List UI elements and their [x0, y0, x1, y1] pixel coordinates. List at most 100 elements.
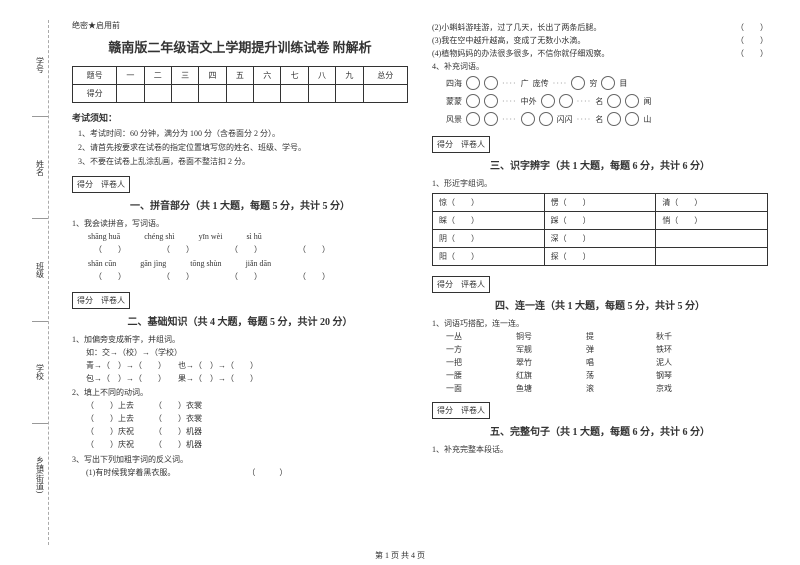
- w[interactable]: 一丛: [446, 331, 486, 342]
- cell[interactable]: 愣（ ）: [544, 194, 656, 212]
- circle-icon[interactable]: [541, 94, 555, 108]
- blank[interactable]: （ ）: [156, 244, 200, 255]
- antonym-line[interactable]: (1)有时候我穿着黑衣服。 （ ）: [86, 467, 408, 480]
- td[interactable]: [117, 85, 144, 103]
- dots-icon: ····: [502, 79, 517, 88]
- blank[interactable]: （ ）: [224, 271, 268, 282]
- circle-icon[interactable]: [559, 94, 573, 108]
- fill-row: 四海 ···· 广庞传 ···· 穷目: [446, 76, 768, 90]
- secret-label: 绝密★启用前: [72, 20, 408, 31]
- w[interactable]: 泥人: [656, 357, 696, 368]
- circle-icon[interactable]: [466, 94, 480, 108]
- circle-icon[interactable]: [601, 76, 615, 90]
- circle-icon[interactable]: [625, 112, 639, 126]
- blank[interactable]: （ ）: [224, 244, 268, 255]
- circle-icon[interactable]: [607, 94, 621, 108]
- judge-text: (3)我在空中越升越高，变成了无数小水滴。: [432, 35, 585, 46]
- verb-line[interactable]: （ ）庆祝 （ ）机器: [86, 426, 408, 439]
- td[interactable]: [281, 85, 308, 103]
- judge-blank[interactable]: （ ）: [736, 48, 768, 59]
- td[interactable]: [254, 85, 281, 103]
- circle-icon[interactable]: [625, 94, 639, 108]
- w[interactable]: 唱: [586, 357, 626, 368]
- cell[interactable]: 探（ ）: [544, 248, 656, 266]
- td[interactable]: [226, 85, 253, 103]
- w[interactable]: 滚: [586, 383, 626, 394]
- w[interactable]: 翠竹: [516, 357, 556, 368]
- fill-word: 庞传: [533, 78, 549, 89]
- td[interactable]: [144, 85, 171, 103]
- left-column: 绝密★启用前 赣南版二年级语文上学期提升训练试卷 附解析 题号 一 二 三 四 …: [60, 20, 420, 479]
- page-footer: 第 1 页 共 4 页: [0, 550, 800, 561]
- w[interactable]: 荡: [586, 370, 626, 381]
- w[interactable]: 军舰: [516, 344, 556, 355]
- verb-line[interactable]: （ ）庆祝 （ ）机器: [86, 439, 408, 452]
- w[interactable]: 鱼塘: [516, 383, 556, 394]
- w[interactable]: 钢琴: [656, 370, 696, 381]
- blank[interactable]: （ ）: [292, 244, 336, 255]
- w[interactable]: 提: [586, 331, 626, 342]
- notice-item: 1、考试时间：60 分钟，满分为 100 分（含卷面分 2 分）。: [78, 128, 408, 139]
- verb-line[interactable]: （ ）上去 （ ）衣裳: [86, 400, 408, 413]
- score-header-row: 题号 一 二 三 四 五 六 七 八 九 总分: [73, 67, 408, 85]
- circle-icon[interactable]: [466, 112, 480, 126]
- td[interactable]: [171, 85, 198, 103]
- circle-icon[interactable]: [484, 94, 498, 108]
- td[interactable]: [199, 85, 226, 103]
- w[interactable]: 一方: [446, 344, 486, 355]
- dots-icon: ····: [577, 97, 592, 106]
- match-row: 一方 军舰 弹 铁环: [446, 344, 768, 355]
- fill-line[interactable]: 包→（ ）→（ ） 果→（ ）→（ ）: [86, 373, 408, 386]
- cell[interactable]: 惊（ ）: [433, 194, 545, 212]
- fill-word: 目: [619, 78, 627, 89]
- w[interactable]: 铜号: [516, 331, 556, 342]
- cell[interactable]: 阳（ ）: [433, 248, 545, 266]
- blank[interactable]: （ ）: [292, 271, 336, 282]
- q4-1: 1、词语巧搭配，连一连。: [432, 318, 768, 329]
- circle-icon[interactable]: [484, 76, 498, 90]
- cell[interactable]: 深（ ）: [544, 230, 656, 248]
- q5-1: 1、补充完整本段话。: [432, 444, 768, 455]
- judge-blank[interactable]: （ ）: [736, 22, 768, 33]
- w[interactable]: 铁环: [656, 344, 696, 355]
- cell[interactable]: 阴（ ）: [433, 230, 545, 248]
- blank[interactable]: （ ）: [156, 271, 200, 282]
- fill-word: 四海: [446, 78, 462, 89]
- td[interactable]: [308, 85, 335, 103]
- fill-word: 中外: [521, 96, 537, 107]
- w[interactable]: 京戏: [656, 383, 696, 394]
- cell[interactable]: 睬（ ）: [433, 212, 545, 230]
- w[interactable]: 弹: [586, 344, 626, 355]
- judge-text: (4)植物妈妈的办法很多很多，不信你就仔细观察。: [432, 48, 609, 59]
- blank[interactable]: （ ）: [88, 244, 132, 255]
- cell[interactable]: [656, 230, 768, 248]
- fill-line[interactable]: 青→（ ）→（ ） 也→（ ）→（ ）: [86, 360, 408, 373]
- circle-icon[interactable]: [466, 76, 480, 90]
- circle-icon[interactable]: [607, 112, 621, 126]
- circle-icon[interactable]: [571, 76, 585, 90]
- section-1-title: 一、拼音部分（共 1 大题，每题 5 分，共计 5 分）: [72, 197, 408, 212]
- w[interactable]: 红旗: [516, 370, 556, 381]
- pinyin-row-2: shān cūn gān jìng tōng shùn jiǎn dān: [88, 259, 408, 268]
- cell[interactable]: 踩（ ）: [544, 212, 656, 230]
- w[interactable]: 一面: [446, 383, 486, 394]
- td[interactable]: [336, 85, 363, 103]
- w[interactable]: 一把: [446, 357, 486, 368]
- cell[interactable]: 清（ ）: [656, 194, 768, 212]
- circle-icon[interactable]: [521, 112, 535, 126]
- td[interactable]: [363, 85, 407, 103]
- blank[interactable]: （ ）: [88, 271, 132, 282]
- verb-line[interactable]: （ ）上去 （ ）衣裳: [86, 413, 408, 426]
- judge-blank[interactable]: （ ）: [736, 35, 768, 46]
- notice-item: 2、请首先按要求在试卷的指定位置填写您的姓名、班级、学号。: [78, 142, 408, 153]
- circle-icon[interactable]: [484, 112, 498, 126]
- cell[interactable]: [656, 248, 768, 266]
- circle-icon[interactable]: [539, 112, 553, 126]
- w[interactable]: 秋千: [656, 331, 696, 342]
- cell[interactable]: 悄（ ）: [656, 212, 768, 230]
- td-label: 得分: [73, 85, 117, 103]
- th: 六: [254, 67, 281, 85]
- th: 二: [144, 67, 171, 85]
- judge-text: (2)小蝌蚪游哇游，过了几天，长出了两条后腿。: [432, 22, 601, 33]
- w[interactable]: 一腰: [446, 370, 486, 381]
